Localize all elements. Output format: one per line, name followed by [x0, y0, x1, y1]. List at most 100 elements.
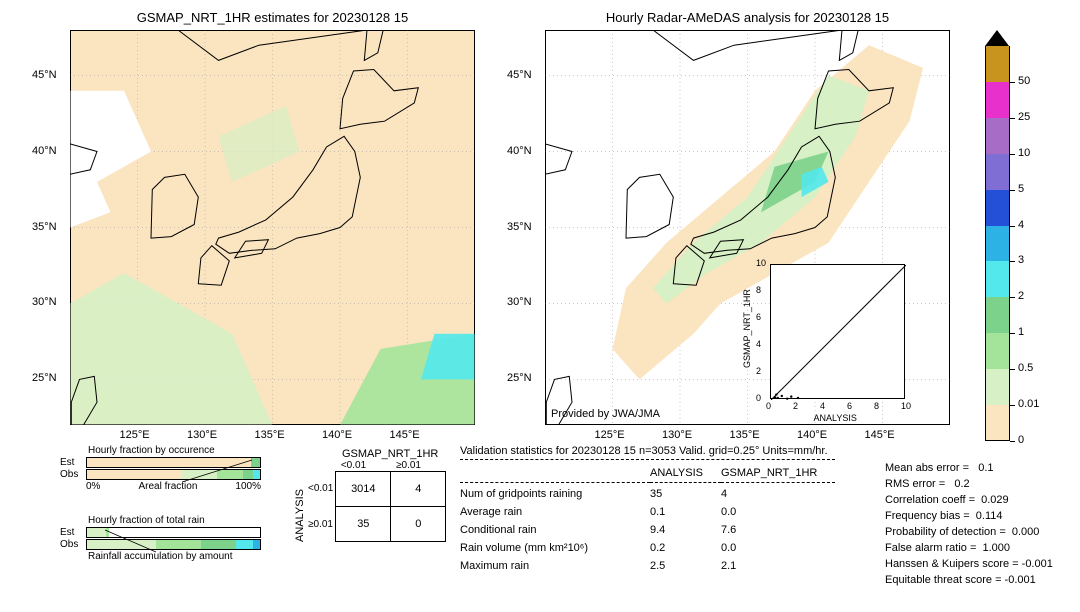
validation-row-name: Num of gridpoints raining [460, 485, 650, 503]
validation-row: Num of gridpoints raining354 [460, 485, 835, 503]
scatter-xtick: 4 [820, 401, 825, 411]
bars-title: Hourly fraction by occurence [88, 445, 261, 456]
bar-segment [253, 540, 260, 549]
scatter-xtick: 6 [847, 401, 852, 411]
occurrence-bars: Hourly fraction by occurenceEstObs0%Area… [60, 445, 261, 492]
scatter-xtick: 8 [874, 401, 879, 411]
bar-track [86, 539, 261, 550]
ytick-label: 30°N [507, 296, 532, 308]
contingency-matrix: GSMAP_NRT_1HRANALYSIS<0.01≥0.01<0.01≥0.0… [294, 448, 446, 542]
bar-segment [253, 470, 260, 479]
matrix-cell: 3014 [336, 472, 391, 507]
colorbar-tick: 5 [1018, 183, 1024, 195]
bar-segment [251, 458, 260, 467]
bar-row: Est [60, 527, 261, 538]
colorbar-tick: 2 [1018, 290, 1024, 302]
matrix-row-label: ≥0.01 [308, 507, 333, 542]
colorbar-swatch [985, 261, 1010, 297]
colorbar-swatch [985, 405, 1010, 441]
ytick-label: 25°N [32, 372, 57, 384]
matrix-row-label: <0.01 [308, 471, 333, 506]
scatter-xtick: 10 [901, 401, 911, 411]
ytick-label: 45°N [507, 69, 532, 81]
colorbar-swatch [985, 297, 1010, 333]
validation-row-name: Rain volume (mm km²10⁶) [460, 539, 650, 557]
validation-analysis-val: 0.1 [650, 503, 721, 521]
bar-row: Est [60, 457, 261, 468]
validation-row: Average rain0.10.0 [460, 503, 835, 521]
colorbar-tick: 0 [1018, 434, 1024, 446]
validation-row: Maximum rain2.52.1 [460, 557, 835, 575]
bars-title: Hourly fraction of total rain [88, 515, 261, 526]
bar-segment [236, 540, 253, 549]
score-item: Hanssen & Kuipers score = -0.001 [885, 556, 1053, 572]
bar-track [86, 457, 261, 468]
colorbar-tick: 3 [1018, 254, 1024, 266]
scatter-xlabel: ANALYSIS [814, 413, 857, 423]
colorbar-swatch [985, 118, 1010, 154]
colorbar-tick: 10 [1018, 147, 1030, 159]
validation-gsmap-val: 7.6 [721, 521, 835, 539]
validation-col-header [460, 464, 650, 483]
scatter-ytick: 6 [756, 312, 761, 322]
xtick-label: 130°E [187, 429, 217, 441]
bar-track [86, 527, 261, 538]
left-map-svg [70, 30, 475, 425]
bar-row: Obs [60, 469, 261, 480]
ytick-label: 35°N [32, 221, 57, 233]
bar-segment [87, 540, 156, 549]
matrix-row-header: ANALYSIS [294, 460, 306, 542]
ytick-label: 40°N [507, 145, 532, 157]
scatter-ytick: 4 [756, 339, 761, 349]
score-item: Probability of detection = 0.000 [885, 524, 1053, 540]
bar-track [86, 469, 261, 480]
score-item: Frequency bias = 0.114 [885, 508, 1053, 524]
xtick-label: 135°E [730, 429, 760, 441]
bar-row-label: Est [60, 457, 86, 468]
xtick-label: 130°E [662, 429, 692, 441]
right-map-title: Hourly Radar-AMeDAS analysis for 2023012… [545, 10, 950, 25]
scatter-ylabel: GSMAP_NRT_1HR [742, 289, 752, 368]
matrix-cell: 0 [391, 507, 446, 542]
xtick-label: 125°E [120, 429, 150, 441]
validation-row-name: Conditional rain [460, 521, 650, 539]
validation-header: Validation statistics for 20230128 15 n=… [460, 445, 835, 460]
validation-analysis-val: 0.2 [650, 539, 721, 557]
xtick-label: 125°E [595, 429, 625, 441]
colorbar [985, 30, 1010, 441]
colorbar-swatch [985, 82, 1010, 118]
score-item: Equitable threat score = -0.001 [885, 572, 1053, 588]
scatter-ytick: 0 [756, 393, 761, 403]
scatter-ytick: 8 [756, 285, 761, 295]
bars-xaxis: 0%Areal fraction100% [86, 481, 261, 492]
bar-segment [243, 470, 253, 479]
scatter-xtick: 0 [766, 401, 771, 411]
matrix-table: 30144350 [335, 471, 446, 542]
colorbar-tick: 0.01 [1018, 398, 1039, 410]
validation-analysis-val: 35 [650, 485, 721, 503]
bars-xaxis-label: Rainfall accumulation by amount [88, 551, 261, 562]
colorbar-swatch [985, 226, 1010, 262]
validation-gsmap-val: 0.0 [721, 503, 835, 521]
bar-row-label: Obs [60, 469, 86, 480]
colorbar-swatch [985, 154, 1010, 190]
scatter-xtick: 2 [793, 401, 798, 411]
colorbar-tick: 25 [1018, 111, 1030, 123]
score-item: RMS error = 0.2 [885, 476, 1053, 492]
ytick-label: 25°N [507, 372, 532, 384]
bar-segment [217, 470, 243, 479]
score-item: Mean abs error = 0.1 [885, 460, 1053, 476]
scatter-inset [770, 264, 905, 399]
score-item: False alarm ratio = 1.000 [885, 540, 1053, 556]
root: GSMAP_NRT_1HR estimates for 20230128 15 … [0, 0, 1080, 612]
colorbar-swatch [985, 46, 1010, 82]
ytick-label: 35°N [507, 221, 532, 233]
colorbar-tick: 0.5 [1018, 362, 1033, 374]
bar-segment [156, 540, 201, 549]
bar-segment [87, 470, 182, 479]
bar-row-label: Obs [60, 539, 86, 550]
colorbar-tick: 50 [1018, 75, 1030, 87]
colorbar-tick: 1 [1018, 326, 1024, 338]
scatter-ytick: 10 [756, 258, 766, 268]
bar-segment [201, 540, 236, 549]
